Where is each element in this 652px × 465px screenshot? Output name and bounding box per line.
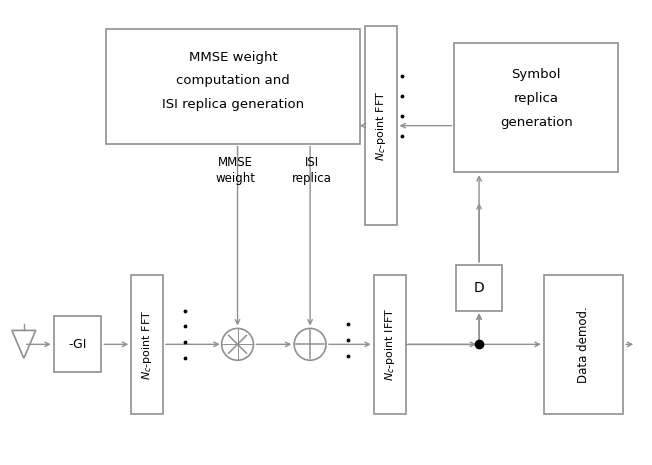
Bar: [131, 275, 163, 414]
Text: replica: replica: [514, 93, 559, 105]
Text: computation and: computation and: [176, 74, 290, 87]
Text: Data demod.: Data demod.: [577, 306, 590, 383]
Text: $N_c$-point FFT: $N_c$-point FFT: [374, 90, 388, 161]
Text: ISI: ISI: [305, 156, 319, 169]
Text: generation: generation: [500, 116, 572, 129]
Text: MMSE: MMSE: [218, 156, 253, 169]
Bar: [544, 275, 623, 414]
Text: replica: replica: [292, 172, 332, 185]
Text: $N_c$-point FFT: $N_c$-point FFT: [140, 309, 154, 379]
Text: MMSE weight: MMSE weight: [188, 51, 278, 64]
Text: weight: weight: [216, 172, 256, 185]
Text: -GI: -GI: [68, 338, 87, 351]
Bar: [364, 26, 396, 225]
Bar: [374, 275, 406, 414]
Bar: [454, 43, 618, 173]
Text: $N_c$-point IFFT: $N_c$-point IFFT: [383, 307, 396, 381]
Bar: [53, 317, 101, 372]
Text: D: D: [474, 281, 484, 295]
Text: Symbol: Symbol: [511, 68, 561, 81]
Bar: [106, 29, 360, 144]
Bar: [456, 265, 502, 311]
Text: ISI replica generation: ISI replica generation: [162, 98, 304, 111]
